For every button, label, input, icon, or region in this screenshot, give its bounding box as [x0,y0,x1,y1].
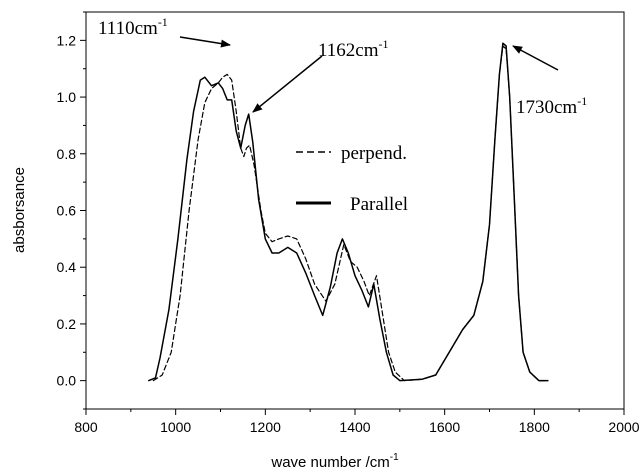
y-tick-label: 0.6 [57,203,77,219]
y-tick-label: 0.2 [57,316,77,332]
x-axis-ticks: 800 1000 1200 1400 1600 1800 2000 [74,409,640,435]
legend-label-perpend: perpend. [341,143,407,164]
x-tick-label: 1600 [429,419,460,435]
arrow-1162 [252,55,323,113]
legend: perpend. Parallel [296,143,408,215]
x-tick-label: 2000 [608,419,639,435]
legend-label-parallel: Parallel [350,194,408,215]
arrow-1730 [512,45,559,71]
y-tick-label: 0.4 [57,259,77,275]
x-tick-label: 1800 [519,419,550,435]
y-tick-label: 0.8 [57,146,77,162]
y-tick-label: 1.2 [57,32,77,48]
y-axis-ticks: 0.0 0.2 0.4 0.6 0.8 1.0 1.2 [57,11,86,410]
y-tick-label: 1.0 [57,89,77,105]
arrow-1110 [179,36,231,48]
series-layer [148,42,549,382]
annotation-1162: 1162cm-1 [318,37,389,61]
y-axis-label: absborsance [11,167,28,253]
x-tick-label: 1000 [160,419,191,435]
annotation-1110: 1110cm-1 [98,15,168,39]
annotation-1730: 1730cm-1 [516,94,587,118]
x-axis-label: wave number /cm-1 [270,452,399,471]
x-tick-label: 1200 [250,419,281,435]
series-line-parallel [148,42,549,382]
y-tick-label: 0.0 [57,373,77,389]
x-tick-label: 800 [74,419,98,435]
x-tick-label: 1400 [339,419,370,435]
